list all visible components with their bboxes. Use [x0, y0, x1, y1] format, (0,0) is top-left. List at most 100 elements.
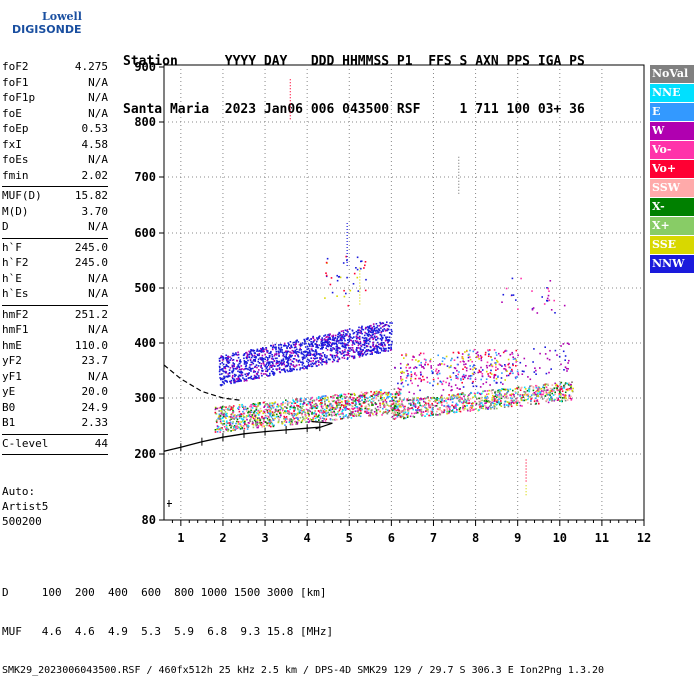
echo-point-nnw	[291, 360, 294, 363]
echo-point-vo-	[493, 349, 496, 351]
echo-point-nnw	[304, 357, 306, 359]
echo-point-ssw	[532, 393, 534, 395]
echo-point-nnw	[298, 349, 301, 351]
echo-point-vo-	[489, 372, 492, 374]
echo-point-noval	[233, 418, 236, 420]
echo-point-sse	[450, 364, 452, 367]
echo-point-sse	[549, 390, 552, 392]
echo-point-noval	[551, 388, 553, 391]
echo-point-x-	[463, 399, 465, 402]
echo-point-w	[527, 376, 529, 378]
echo-point-x-	[339, 396, 342, 398]
echo-point-w	[468, 394, 470, 396]
echo-point-e	[497, 375, 499, 377]
echo-point-nnw	[348, 338, 351, 340]
echo-point-x-	[398, 412, 401, 414]
echo-point-nnw	[287, 342, 289, 344]
echo-point-w	[323, 344, 325, 346]
echo-point-w	[246, 355, 248, 358]
echo-point-ssw	[551, 384, 554, 386]
echo-point-sse	[246, 415, 248, 417]
legend-item-w: W	[650, 122, 694, 140]
echo-point-nnw	[256, 373, 259, 376]
echo-point-nnw	[271, 354, 273, 356]
echo-point-noval	[471, 405, 474, 407]
echo-point-vo-	[370, 395, 372, 397]
echo-point-ssw	[559, 381, 562, 384]
echo-point-nne	[466, 404, 468, 407]
echo-point-ssw	[469, 397, 472, 400]
echo-point-x-	[333, 410, 335, 413]
echo-point-w	[414, 373, 416, 375]
echo-point-nne	[560, 400, 563, 403]
echo-point-w	[447, 406, 450, 408]
echo-point-sse	[295, 414, 298, 417]
echo-point-nnw	[218, 370, 221, 373]
echo-point-nnw	[251, 361, 254, 364]
param-row: h`F2 245.0	[2, 256, 108, 272]
echo-point-x-	[467, 395, 469, 398]
echo-point-w	[456, 369, 458, 372]
param-row: h`E N/A	[2, 272, 108, 288]
echo-point-nnw	[367, 339, 369, 342]
echo-point-sse	[375, 390, 378, 393]
echo-point-nnw	[272, 345, 275, 348]
echo-point-vo-	[417, 406, 420, 408]
echo-point-x-	[438, 413, 441, 416]
echo-point-ssw	[246, 426, 248, 428]
param-value: 4.275	[74, 60, 108, 73]
echo-point-w	[405, 413, 408, 416]
echo-point-noval	[255, 422, 257, 424]
echo-point-noval	[234, 429, 236, 431]
echo-point-nne	[452, 409, 454, 411]
echo-point-vo-	[392, 407, 394, 409]
echo-point-w	[499, 364, 502, 366]
echo-point-w	[461, 353, 464, 355]
echo-point-vo-	[517, 308, 519, 310]
echo-point-nnw	[353, 336, 355, 338]
echo-point-nne	[237, 407, 239, 410]
echo-point-w	[499, 392, 501, 395]
echo-point-x-	[354, 400, 356, 402]
echo-point-nnw	[331, 342, 334, 344]
echo-point-nnw	[260, 365, 262, 367]
echo-point-sse	[500, 405, 503, 407]
echo-point-nnw	[245, 378, 248, 380]
echo-point-sse	[220, 422, 223, 424]
echo-point-w	[438, 370, 440, 372]
echo-point-x-	[324, 399, 326, 401]
echo-point-w	[231, 359, 234, 362]
echo-point-nnw	[294, 349, 297, 352]
echo-point-nnw	[464, 376, 466, 379]
echo-point-x-	[396, 392, 399, 395]
echo-point-ssw	[250, 408, 252, 410]
echo-point-w	[273, 359, 276, 362]
echo-point-w	[245, 351, 248, 354]
echo-point-nnw	[307, 365, 309, 367]
echo-point-w	[369, 337, 371, 340]
echo-point-nnw	[353, 332, 356, 334]
echo-point-w	[325, 339, 328, 341]
echo-point-vo-	[319, 411, 321, 414]
echo-point-vo-	[344, 401, 347, 404]
echo-point-x-	[258, 402, 261, 404]
echo-point-nnw	[226, 365, 229, 367]
echo-point-nnw	[370, 328, 373, 331]
echo-point-w	[465, 367, 468, 369]
echo-point-nnw	[347, 352, 350, 355]
echo-point-nnw	[264, 358, 266, 361]
echo-point-w	[341, 352, 344, 355]
echo-point-vo-	[469, 410, 472, 412]
echo-point-w	[350, 398, 353, 401]
echo-point-ssw	[421, 405, 423, 408]
echo-point-nnw	[227, 365, 230, 368]
echo-point-vo-	[266, 411, 269, 413]
echo-point-w	[261, 354, 264, 357]
echo-point-w	[358, 401, 360, 403]
echo-point-nnw	[345, 343, 348, 346]
echo-point-sse	[526, 394, 528, 397]
echo-point-nnw	[305, 354, 308, 356]
echo-point-w	[409, 402, 412, 405]
echo-point-nne	[259, 403, 262, 406]
echo-point-x-	[276, 413, 278, 416]
